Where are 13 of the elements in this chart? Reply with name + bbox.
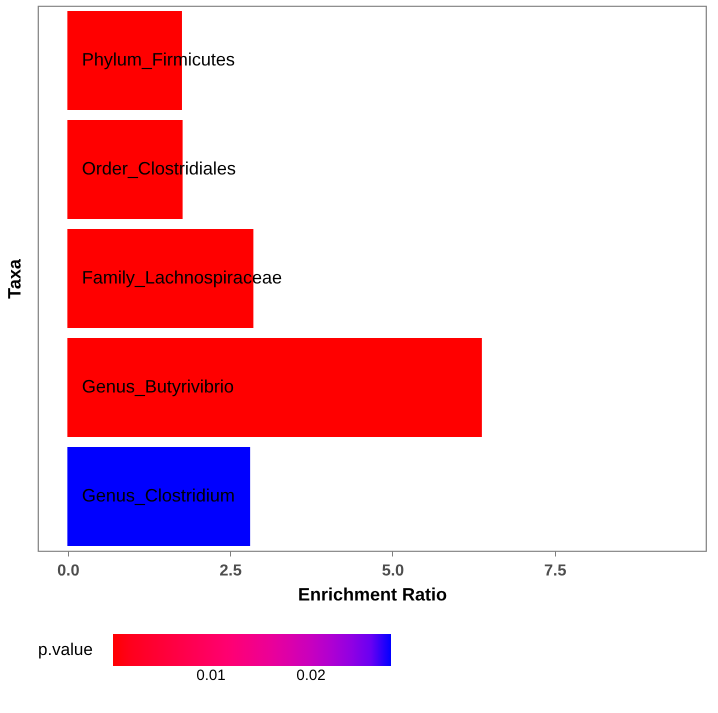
bar <box>67 338 482 438</box>
y-axis-title: Taxa <box>4 258 24 299</box>
x-tick-label: 2.5 <box>220 562 242 580</box>
color-bar-label: 0.02 <box>296 667 326 684</box>
x-tick-label: 5.0 <box>382 562 404 580</box>
bar <box>67 446 250 546</box>
x-tick-label: 7.5 <box>544 562 566 580</box>
legend-title: p.value <box>38 640 93 659</box>
y-tick-label: Genus_Clostridium <box>82 486 235 506</box>
color-bar-label: 0.01 <box>196 667 226 684</box>
x-axis-title: Enrichment Ratio <box>298 584 448 604</box>
y-tick-label: Genus_Butyrivibrio <box>82 376 234 396</box>
x-tick-label: 0.0 <box>57 562 80 580</box>
